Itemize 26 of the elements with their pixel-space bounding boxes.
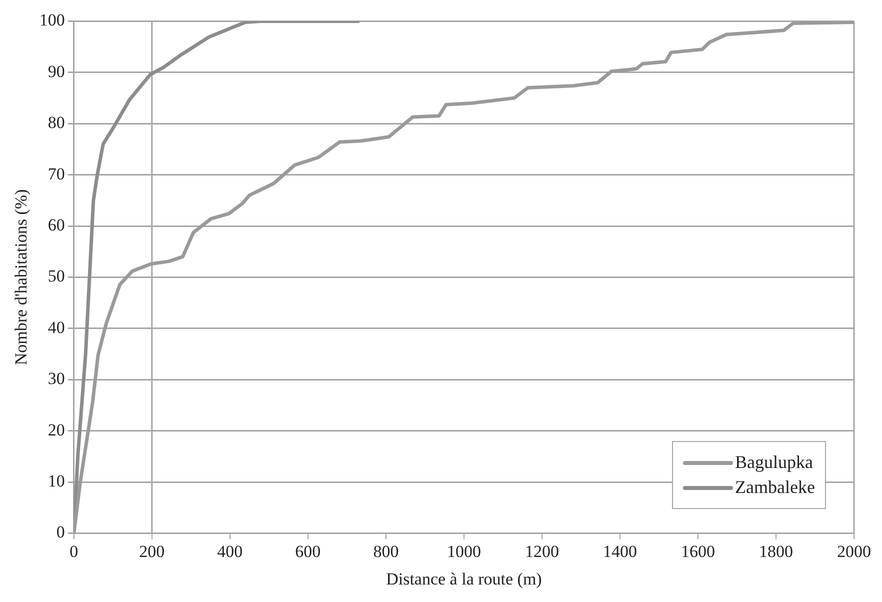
y-tick-label: 100 (39, 10, 65, 30)
y-tick-label: 30 (48, 369, 65, 388)
x-tick-label: 1000 (446, 542, 481, 561)
x-tick-label: 600 (295, 542, 321, 561)
x-tick-label: 1200 (524, 542, 559, 561)
legend-label: Zambaleke (735, 477, 815, 498)
y-tick-label: 90 (48, 62, 65, 81)
y-axis-title: Nombre d'habitations (%) (12, 189, 31, 366)
x-tick-label: 400 (217, 542, 243, 561)
y-tick-label: 60 (48, 215, 65, 234)
x-tick-label: 800 (373, 542, 399, 561)
y-tick-label: 40 (48, 318, 65, 337)
y-tick-label: 10 (48, 471, 65, 490)
x-tick-label: 1600 (680, 542, 715, 561)
x-axis-title: Distance à la route (m) (386, 569, 542, 588)
legend-label: Bagulupka (735, 452, 814, 473)
y-tick-label: 20 (48, 420, 65, 440)
x-tick-label: 200 (139, 542, 165, 561)
x-tick-label: 1400 (602, 542, 637, 561)
x-tick-label: 1800 (758, 542, 793, 561)
y-tick-label: 80 (48, 113, 65, 132)
y-tick-label: 0 (56, 522, 65, 542)
x-tick-label: 0 (70, 542, 78, 561)
y-tick-label: 50 (48, 266, 65, 286)
x-tick-label: 2000 (837, 542, 871, 561)
y-tick-label: 70 (48, 164, 65, 184)
